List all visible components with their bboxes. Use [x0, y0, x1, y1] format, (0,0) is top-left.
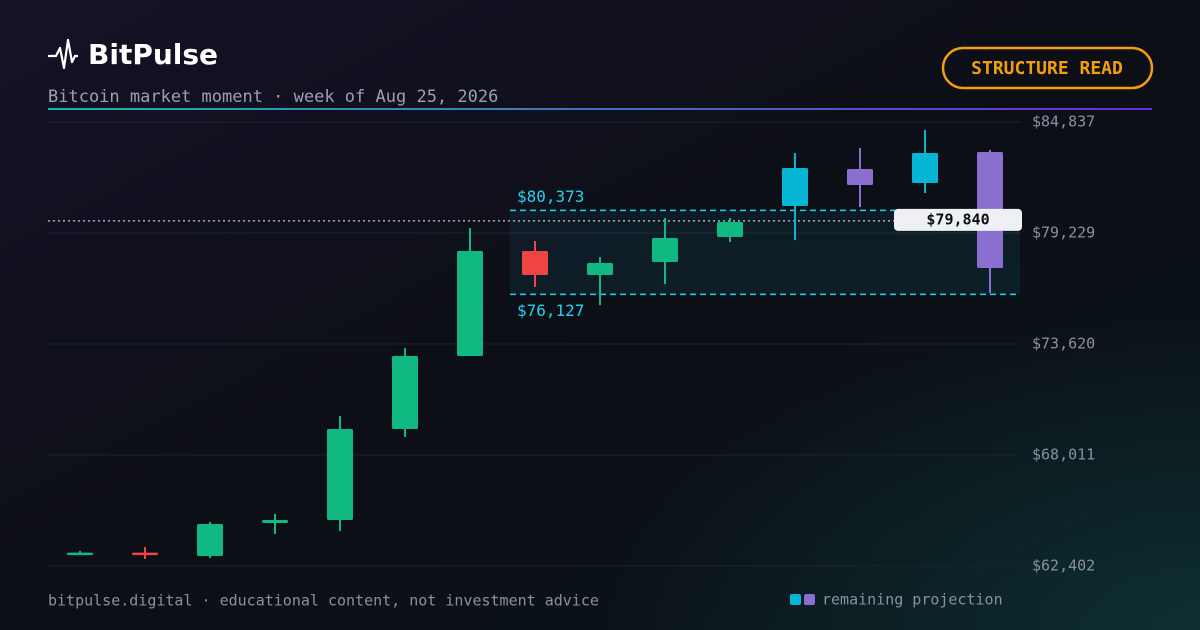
candle-body [457, 250, 483, 357]
candle-body [392, 356, 418, 429]
candle-body [67, 552, 93, 556]
candle-body [717, 222, 743, 238]
legend-swatch [804, 594, 815, 605]
subtitle: Bitcoin market moment · week of Aug 25, … [48, 87, 498, 107]
legend-swatch [790, 594, 801, 605]
candle-body [652, 237, 678, 262]
brand: BitPulse [88, 38, 218, 71]
y-tick-label: $73,620 [1032, 334, 1095, 352]
y-tick-label: $62,402 [1032, 557, 1095, 575]
current-price-label: $79,840 [926, 210, 989, 228]
candle-body [327, 428, 353, 521]
legend-label: remaining projection [822, 591, 1003, 609]
badge [941, 46, 1154, 90]
header-rule [48, 108, 1152, 110]
candle-body [132, 552, 158, 556]
candle-body [197, 524, 223, 557]
candle-body [847, 169, 873, 185]
range-label: $76,127 [517, 301, 584, 320]
candle-body [587, 262, 613, 276]
candle-body [262, 520, 288, 523]
candle-body [522, 250, 548, 276]
current-price-tag [894, 208, 1022, 231]
logo-icon [48, 38, 78, 70]
range-label: $80,373 [517, 187, 584, 206]
badge-text: STRUCTURE READ [971, 58, 1123, 79]
candle-body [782, 167, 808, 206]
footer: bitpulse.digital · educational content, … [48, 592, 599, 610]
y-tick-label: $68,011 [1032, 445, 1095, 463]
candle-body [912, 152, 938, 183]
y-tick-label: $84,837 [1032, 113, 1095, 131]
y-tick-label: $79,229 [1032, 223, 1095, 241]
